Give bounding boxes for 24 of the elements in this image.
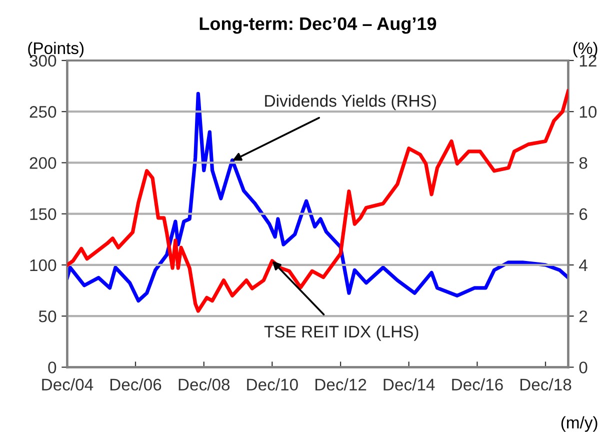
annotation: TSE REIT IDX (LHS) — [264, 325, 418, 341]
y-tick-label: 100 — [30, 259, 56, 272]
y2-tick-label: 6 — [579, 208, 588, 220]
y-tick-label: 50 — [38, 310, 56, 322]
y-tick-label: 200 — [30, 157, 56, 169]
y2-tick-label: 0 — [579, 362, 588, 374]
y2-tick-label: 8 — [579, 157, 588, 169]
x-tick-label: Dec/14 — [384, 378, 435, 391]
x-tick-label: Dec/06 — [110, 378, 162, 391]
y2-tick-label: 10 — [580, 106, 597, 118]
x-tick-label: Dec/18 — [520, 378, 572, 391]
annotation: Dividends Yields (RHS) — [265, 94, 436, 110]
y-tick-label: 150 — [30, 208, 56, 220]
x-tick-label: Dec/10 — [247, 378, 298, 391]
x-axis-title: (m/y) — [561, 416, 598, 432]
y2-tick-label: 4 — [579, 260, 588, 271]
y2-tick-label: 2 — [579, 310, 588, 322]
x-tick-label: Dec/12 — [316, 378, 366, 391]
x-tick-label: Dec/08 — [178, 378, 230, 391]
chart-title: Long-term: Dec’04 – Aug’19 — [200, 17, 436, 34]
y-tick-label: 0 — [48, 362, 56, 374]
x-tick-label: Dec/04 — [42, 378, 94, 391]
y-tick-label: 250 — [30, 106, 56, 118]
x-tick-label: Dec/16 — [452, 378, 503, 391]
